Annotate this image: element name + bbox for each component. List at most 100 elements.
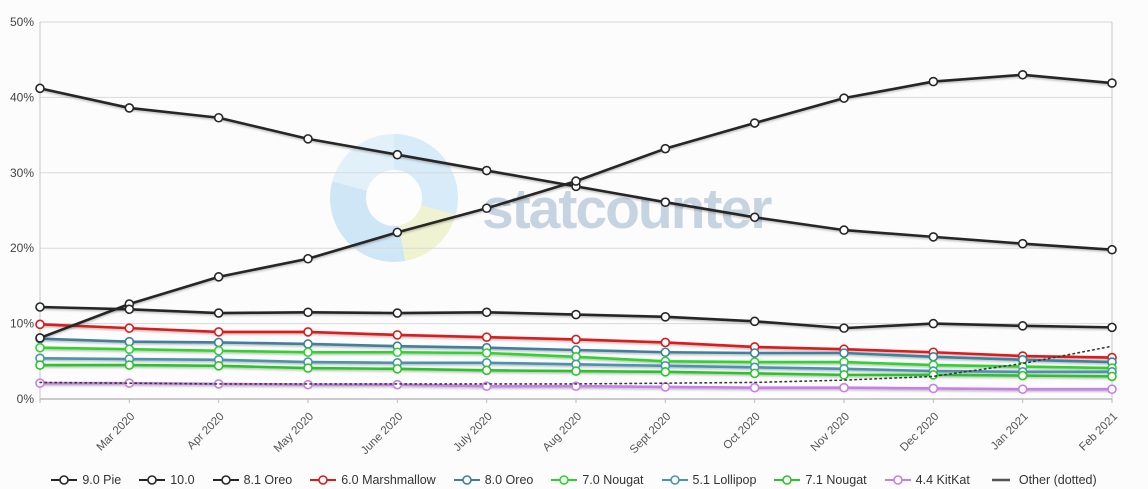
x-axis-tick-label: Oct 2020 (721, 411, 762, 452)
x-axis-tick-label: Feb 2021 (1077, 411, 1120, 454)
series-4-4-kitkat (35, 378, 1117, 394)
x-axis-tick-label: Dec 2020 (898, 411, 941, 454)
legend-label-4-4-kitkat: 4.4 KitKat (915, 473, 970, 487)
y-axis-tick-label: 30% (10, 166, 34, 180)
data-point-9-0-pie (928, 232, 939, 242)
data-point-8-1-oreo (124, 304, 135, 315)
data-point-7-1-nougat (839, 370, 849, 380)
series-8-1-oreo (35, 302, 1117, 333)
legend-label-6-0-marshmallow: 6.0 Marshmallow (341, 473, 436, 487)
data-point-9-0-pie (1107, 244, 1117, 255)
legend-label-7-1-nougat: 7.1 Nougat (805, 473, 867, 487)
x-axis-tick-label: Jan 2021 (989, 411, 1031, 453)
data-point-8-0-oreo (749, 348, 760, 358)
series-layer (35, 69, 1117, 394)
data-point-10-0 (749, 118, 760, 128)
statcounter-logo-hole (366, 170, 422, 226)
legend-item-other-dotted[interactable]: Other (dotted) (988, 473, 1097, 487)
data-point-10-0 (213, 272, 224, 282)
legend-label-9-0-pie: 9.0 Pie (82, 473, 122, 487)
data-point-7-1-nougat (1017, 370, 1028, 381)
legend-marker-8-1-oreo-icon (212, 475, 239, 485)
legend-item-5-1-lollipop[interactable]: 5.1 Lollipop (661, 473, 756, 487)
series-10-0 (35, 69, 1117, 343)
data-point-10-0 (928, 76, 939, 87)
legend-item-4-4-kitkat[interactable]: 4.4 KitKat (884, 473, 970, 487)
data-point-7-1-nougat (928, 370, 939, 380)
data-point-7-1-nougat (749, 368, 760, 379)
data-point-6-0-marshmallow (303, 327, 313, 337)
legend-circle-8-0-oreo (461, 475, 472, 485)
data-point-9-0-pie (749, 212, 760, 223)
data-point-10-0 (839, 93, 849, 103)
data-point-7-1-nougat (392, 364, 403, 374)
data-point-9-0-pie (1017, 238, 1028, 249)
legend-marker-7-1-nougat-icon (774, 475, 801, 485)
legend-label-7-0-nougat: 7.0 Nougat (582, 473, 644, 487)
x-axis-tick-label: June 2020 (359, 411, 405, 457)
data-point-8-0-oreo (303, 339, 313, 349)
legend-item-9-0-pie[interactable]: 9.0 Pie (51, 473, 121, 487)
legend-circle-4-4-kitkat (892, 475, 903, 485)
legend-label-8-0-oreo: 8.0 Oreo (484, 473, 534, 487)
legend-circle-7-1-nougat (782, 475, 793, 485)
data-point-7-1-nougat (35, 360, 45, 370)
series-line-9-0-pie (38, 87, 1114, 252)
y-axis-tick-label: 40% (10, 90, 34, 104)
legend-item-7-0-nougat[interactable]: 7.0 Nougat (551, 473, 644, 487)
legend-label-8-1-oreo: 8.1 Oreo (243, 473, 293, 487)
data-point-8-1-oreo (749, 316, 760, 327)
data-point-7-1-nougat (303, 363, 313, 373)
data-point-8-1-oreo (660, 312, 671, 322)
legend-label-10-0: 10.0 (170, 473, 195, 487)
data-point-7-0-nougat (213, 345, 224, 356)
data-point-7-1-nougat (124, 360, 135, 370)
legend-item-10-0[interactable]: 10.0 (139, 473, 195, 487)
data-point-8-1-oreo (213, 308, 224, 318)
statcounter-watermark: statcounter (482, 177, 772, 241)
x-axis-tick-label: Mar 2020 (95, 411, 138, 454)
data-point-8-1-oreo (303, 307, 313, 318)
data-point-4-4-kitkat (839, 382, 849, 393)
data-point-6-0-marshmallow (392, 330, 403, 340)
legend-item-6-0-marshmallow[interactable]: 6.0 Marshmallow (310, 473, 436, 487)
legend-circle-6-0-marshmallow (318, 475, 329, 485)
data-point-9-0-pie (35, 83, 45, 94)
data-point-9-0-pie (303, 134, 313, 144)
data-point-6-0-marshmallow (35, 319, 45, 330)
series-line-10-0 (38, 73, 1114, 340)
data-point-8-0-oreo (839, 348, 849, 358)
data-point-6-0-marshmallow (124, 323, 135, 333)
data-point-7-0-nougat (392, 347, 403, 358)
data-point-8-1-oreo (928, 318, 939, 329)
data-point-8-1-oreo (839, 323, 849, 333)
data-point-7-1-nougat (213, 361, 224, 371)
legend-marker-other-dotted-icon (991, 478, 1010, 482)
data-point-8-1-oreo (571, 309, 581, 320)
legend-circle-10-0 (147, 475, 158, 485)
legend-label-other-dotted: Other (dotted) (1018, 473, 1097, 487)
series-7-1-nougat (35, 360, 1117, 382)
data-point-4-4-kitkat (660, 382, 671, 392)
data-point-9-0-pie (839, 225, 849, 235)
legend-marker-7-0-nougat-icon (551, 475, 578, 485)
data-point-8-0-oreo (660, 347, 671, 358)
data-point-10-0 (660, 143, 671, 154)
series-9-0-pie (35, 83, 1117, 255)
series-other-dotted (39, 345, 1113, 385)
x-axis-tick-label: Nov 2020 (809, 411, 852, 454)
data-point-8-1-oreo (1017, 321, 1028, 331)
data-point-6-0-marshmallow (213, 327, 224, 337)
data-point-9-0-pie (660, 197, 671, 208)
legend-item-8-1-oreo[interactable]: 8.1 Oreo (212, 473, 293, 487)
data-point-8-0-oreo (213, 337, 224, 348)
data-point-8-1-oreo (481, 307, 492, 318)
data-point-6-0-marshmallow (660, 337, 671, 348)
data-point-7-1-nougat (571, 366, 581, 376)
legend-item-7-1-nougat[interactable]: 7.1 Nougat (774, 473, 867, 487)
data-point-7-0-nougat (124, 344, 135, 355)
y-axis-tick-label: 50% (10, 15, 34, 29)
data-point-7-0-nougat (303, 347, 313, 358)
legend-item-8-0-oreo[interactable]: 8.0 Oreo (453, 473, 534, 487)
